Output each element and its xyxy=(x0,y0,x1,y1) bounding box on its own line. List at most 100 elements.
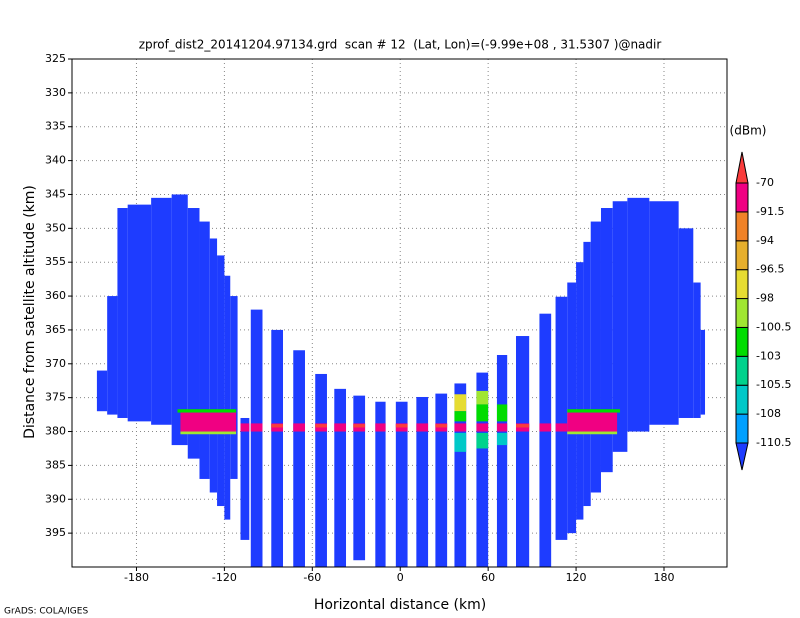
field-cell xyxy=(240,423,250,432)
field-cell xyxy=(271,424,284,428)
colorbar-tick-label: -96.5 xyxy=(756,263,784,276)
field-cell xyxy=(180,431,237,435)
field-cell xyxy=(590,221,601,493)
field-cell xyxy=(496,404,508,422)
field-cell xyxy=(217,255,225,507)
y-tick-label: 340 xyxy=(45,154,66,167)
field-cell xyxy=(476,390,489,405)
credit: GrADS: COLA/IGES xyxy=(4,607,88,617)
x-axis-label: Horizontal distance (km) xyxy=(314,597,486,613)
field-cell xyxy=(693,282,701,418)
y-axis-label: Distance from satellite altitude (km) xyxy=(22,185,38,439)
field-cell xyxy=(353,424,366,428)
field-cell xyxy=(293,423,305,432)
colorbar-segment xyxy=(735,326,749,357)
colorbar-tick-label: -91.5 xyxy=(756,205,784,218)
x-tick-label: -120 xyxy=(212,571,237,584)
field-cell xyxy=(250,423,263,432)
field-cell xyxy=(496,354,508,567)
colorbar-segment xyxy=(735,151,749,184)
y-tick-label: 395 xyxy=(45,526,66,539)
colorbar-tick-label: -94 xyxy=(756,234,774,247)
colorbar-segment xyxy=(735,211,749,242)
field-cell xyxy=(187,208,200,459)
field-cell xyxy=(435,424,448,428)
field-cell xyxy=(209,238,218,493)
field-cell xyxy=(567,409,621,413)
field-cell xyxy=(454,411,467,422)
field-cell xyxy=(395,401,408,567)
field-cell xyxy=(454,432,467,452)
y-tick-label: 370 xyxy=(45,357,66,370)
y-tick-label: 365 xyxy=(45,323,66,336)
y-tick-label: 380 xyxy=(45,425,66,438)
field-cell xyxy=(612,201,628,452)
field-cell xyxy=(454,423,467,432)
field-cell xyxy=(199,221,210,479)
field-cell xyxy=(416,396,429,567)
colorbar-segment xyxy=(735,384,749,415)
x-tick-label: -180 xyxy=(124,571,149,584)
colorbar-segment xyxy=(735,240,749,271)
colorbar-tick-label: -98 xyxy=(756,292,774,305)
y-tick-label: 330 xyxy=(45,86,66,99)
field-cell xyxy=(171,194,188,446)
field-cell xyxy=(476,404,489,422)
field-cell xyxy=(395,424,408,428)
colorbar-segment xyxy=(735,298,749,328)
field-cell xyxy=(476,423,489,432)
field-cell xyxy=(375,401,386,567)
field-cell xyxy=(240,417,250,540)
colorbar-tick-label: -103 xyxy=(756,349,781,362)
colorbar-segment xyxy=(735,269,749,300)
y-tick-label: 385 xyxy=(45,458,66,471)
field-cell xyxy=(515,336,530,567)
field-cell xyxy=(649,201,679,425)
field-cell xyxy=(180,412,237,432)
field-cell xyxy=(230,296,238,479)
field-cell xyxy=(627,197,650,432)
x-tick-label: 60 xyxy=(481,571,495,584)
colorbar-label: (dBm) xyxy=(730,124,767,138)
field-cell xyxy=(567,282,577,534)
colorbar-segment xyxy=(735,355,749,386)
field-cell xyxy=(555,423,568,432)
y-tick-label: 325 xyxy=(45,52,66,65)
colorbar-tick-label: -110.5 xyxy=(756,436,791,449)
x-tick-label: 120 xyxy=(566,571,587,584)
x-tick-label: 0 xyxy=(397,571,404,584)
field-cell xyxy=(496,432,508,446)
field-cell xyxy=(334,388,347,567)
x-tick-label: -60 xyxy=(303,571,321,584)
y-tick-label: 390 xyxy=(45,492,66,505)
colorbar-segment xyxy=(735,413,749,444)
field-cell xyxy=(454,383,467,567)
field-cell xyxy=(496,423,508,432)
field-cell xyxy=(515,424,530,428)
colorbar-tick-label: -70 xyxy=(756,176,774,189)
field-cell xyxy=(96,370,108,412)
field-cell xyxy=(600,208,613,473)
y-tick-label: 350 xyxy=(45,221,66,234)
y-tick-label: 355 xyxy=(45,255,66,268)
y-tick-label: 375 xyxy=(45,391,66,404)
y-tick-label: 345 xyxy=(45,187,66,200)
field-cell xyxy=(539,313,552,567)
field-cell xyxy=(250,309,263,567)
field-cell xyxy=(416,423,429,432)
field-cell xyxy=(151,197,172,425)
field-cell xyxy=(583,241,591,507)
field-cell xyxy=(454,394,467,412)
field-cell xyxy=(555,296,568,540)
colorbar-tick-label: -108 xyxy=(756,407,781,420)
field-cell xyxy=(315,424,327,428)
field-cell xyxy=(539,423,552,432)
field-cell xyxy=(177,409,237,413)
field-cell xyxy=(293,350,305,567)
field-cell xyxy=(435,393,448,567)
colorbar-tick-label: -100.5 xyxy=(756,320,791,333)
field-cell xyxy=(567,431,618,435)
colorbar-segment xyxy=(735,182,749,213)
field-cell xyxy=(567,412,618,432)
